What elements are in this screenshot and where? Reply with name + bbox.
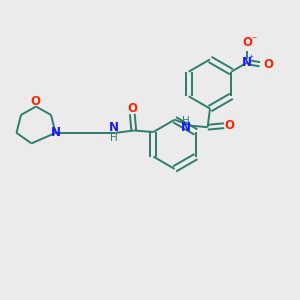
Text: O: O bbox=[127, 102, 137, 116]
Text: $^-$: $^-$ bbox=[250, 34, 257, 43]
Text: N: N bbox=[109, 121, 119, 134]
Text: O: O bbox=[242, 36, 252, 49]
Text: H: H bbox=[182, 116, 190, 126]
Text: $^+$: $^+$ bbox=[247, 54, 255, 63]
Text: N: N bbox=[242, 56, 252, 69]
Text: O: O bbox=[30, 95, 40, 108]
Text: N: N bbox=[50, 126, 61, 140]
Text: H: H bbox=[110, 133, 118, 143]
Text: N: N bbox=[181, 121, 191, 134]
Text: O: O bbox=[263, 58, 273, 71]
Text: O: O bbox=[224, 119, 234, 132]
